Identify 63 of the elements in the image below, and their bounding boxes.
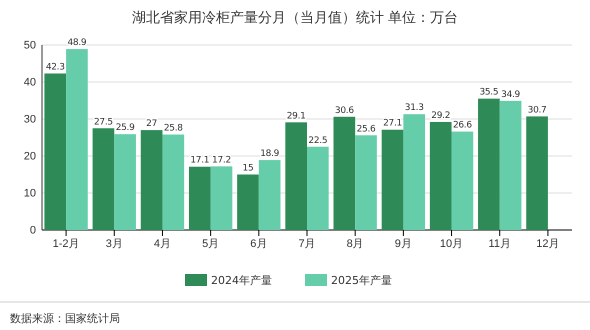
bar [307,146,329,230]
data-label: 30.7 [528,105,546,116]
bar [66,49,88,230]
data-label: 27.5 [94,117,113,128]
data-label: 25.8 [164,124,184,134]
x-tick-label: 3月 [106,238,123,250]
bar [526,116,548,230]
data-label: 29.2 [431,110,450,121]
data-label: 31.3 [404,103,424,114]
x-tick-label: 1-2月 [52,238,80,250]
bar [500,100,522,230]
bar [162,134,184,230]
data-label: 29.1 [286,111,306,122]
data-label: 17.2 [212,155,231,166]
data-label: 48.9 [68,38,87,48]
data-label: 27 [146,119,158,130]
bar [44,73,66,230]
x-tick-label: 4月 [154,238,172,250]
bar [114,134,136,230]
bar [334,116,356,230]
data-label: 25.6 [356,124,376,134]
y-tick-label: 10 [24,188,36,200]
bar [188,166,211,230]
x-tick-label: 10月 [440,238,464,250]
chart-title: 湖北省家用冷柜产量分月（当月值）统计 单位：万台 [132,10,458,26]
bar [430,122,452,230]
source-note: 数据来源：国家统计局 [10,312,120,325]
data-label: 35.5 [479,88,498,98]
data-label: 42.3 [46,62,65,72]
data-label: 25.9 [116,123,136,134]
data-label: 18.9 [260,149,280,160]
data-label: 15 [242,164,254,174]
bar [403,114,426,230]
data-label: 22.5 [308,136,328,146]
y-tick-label: 0 [30,224,36,237]
bar [258,160,280,230]
x-tick-label: 12月 [536,238,560,250]
data-label: 34.9 [501,90,521,100]
x-tick-label: 9月 [394,238,412,250]
x-tick-label: 8月 [346,238,364,250]
y-tick-label: 50 [24,40,36,52]
data-label: 30.6 [334,106,354,116]
bar [140,130,162,230]
bar [452,132,474,230]
x-tick-label: 6月 [250,238,268,250]
x-tick-label: 5月 [202,238,220,250]
y-tick-label: 30 [24,114,36,126]
bar [285,122,307,230]
bar [382,130,404,230]
y-tick-label: 40 [24,76,36,89]
data-label: 27.1 [383,118,402,129]
data-label: 26.6 [452,120,472,131]
legend-label: 2024年产量 [211,274,272,287]
x-tick-label: 7月 [298,238,316,250]
y-tick-label: 20 [24,150,36,163]
bar [237,174,259,230]
bar [92,128,114,230]
bar [355,135,377,230]
data-label: 17.1 [190,156,210,166]
bar [210,166,232,230]
bar [478,98,500,230]
x-tick-label: 11月 [488,238,511,250]
legend-label: 2025年产量 [331,274,392,287]
